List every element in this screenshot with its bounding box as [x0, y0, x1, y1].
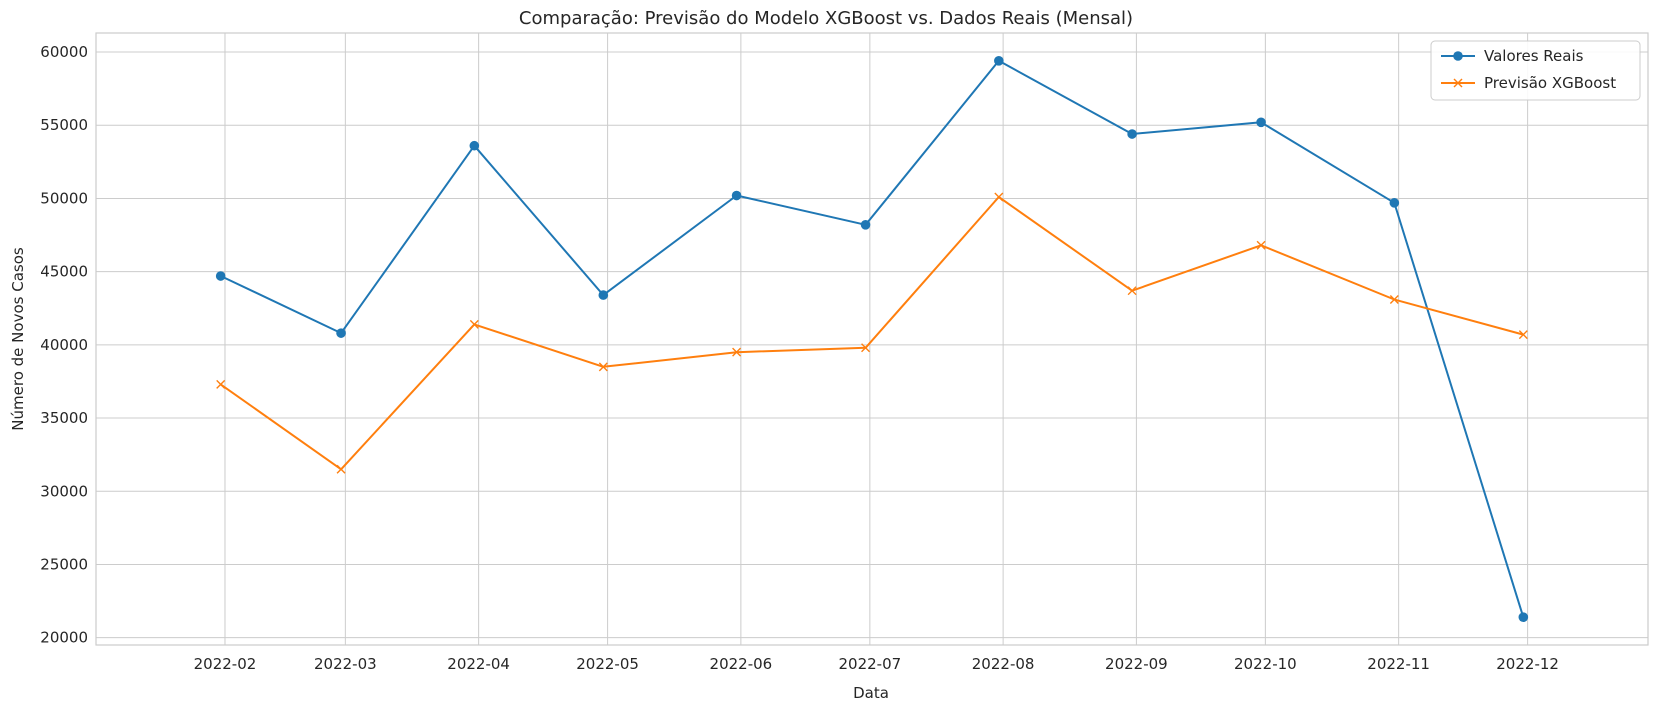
- data-point-previsao-xgboost: [1389, 294, 1399, 304]
- legend: Valores Reais Previsão XGBoost: [1430, 40, 1641, 101]
- data-point-previsao-xgboost: [598, 362, 608, 372]
- data-point-valores-reais: [1127, 129, 1137, 139]
- series-layer: [215, 56, 1529, 622]
- data-point-previsao-xgboost: [994, 192, 1004, 202]
- data-point-valores-reais: [1389, 198, 1400, 208]
- x-tick-label: 2022-12: [1496, 655, 1559, 673]
- x-tick-label: 2022-03: [314, 655, 377, 673]
- x-axis-label: Data: [853, 684, 889, 702]
- x-tick-label: 2022-05: [576, 655, 639, 673]
- data-point-valores-reais: [1518, 612, 1529, 622]
- legend-label-previsao-xgboost: Previsão XGBoost: [1484, 74, 1616, 92]
- x-tick-label: 2022-04: [447, 655, 510, 673]
- legend-marker-previsao-xgboost: [1453, 78, 1463, 88]
- legend-marker-valores-reais: [1453, 51, 1463, 61]
- x-tick-label: 2022-09: [1105, 655, 1168, 673]
- data-point-previsao-xgboost: [469, 319, 479, 329]
- data-point-valores-reais: [994, 56, 1004, 66]
- data-point-valores-reais: [598, 290, 609, 300]
- plot-frame: [95, 32, 1649, 646]
- x-tick-label: 2022-07: [839, 655, 902, 673]
- y-axis-ticks: 20000 25000 30000 35000 40000 45000 50000 55000…: [40, 43, 88, 647]
- y-tick-label: 25000: [40, 555, 88, 573]
- data-point-previsao-xgboost: [336, 464, 346, 474]
- data-point-valores-reais: [215, 271, 226, 281]
- y-tick-label: 35000: [40, 409, 88, 427]
- data-point-previsao-xgboost: [1256, 240, 1266, 250]
- legend-box: [1430, 40, 1641, 101]
- x-tick-label: 2022-10: [1234, 655, 1297, 673]
- legend-label-valores-reais: Valores Reais: [1484, 47, 1584, 65]
- y-tick-label: 55000: [40, 116, 88, 134]
- data-point-previsao-xgboost: [861, 343, 871, 353]
- y-tick-label: 30000: [40, 482, 88, 500]
- data-point-valores-reais: [860, 219, 871, 230]
- y-axis-label: Número de Novos Casos: [9, 247, 27, 431]
- y-tick-label: 20000: [40, 629, 88, 647]
- y-tick-label: 50000: [40, 189, 88, 207]
- data-point-valores-reais: [336, 328, 346, 338]
- y-tick-label: 45000: [40, 263, 88, 281]
- data-point-valores-reais: [1256, 117, 1266, 128]
- chart-title: Comparação: Previsão do Modelo XGBoost v…: [519, 8, 1133, 29]
- data-point-previsao-xgboost: [1518, 330, 1528, 340]
- x-tick-label: 2022-08: [972, 655, 1035, 673]
- x-tick-label: 2022-06: [710, 655, 773, 673]
- data-point-previsao-xgboost: [1127, 286, 1137, 296]
- data-point-valores-reais: [731, 190, 742, 201]
- y-tick-label: 40000: [40, 336, 88, 354]
- data-point-valores-reais: [469, 140, 480, 151]
- y-tick-label: 60000: [40, 43, 88, 61]
- grid-lines: [96, 33, 1648, 645]
- data-point-previsao-xgboost: [732, 347, 742, 357]
- x-axis-ticks: 2022-02 2022-03 2022-04 2022-05 2022-06 2022-…: [194, 655, 1559, 673]
- data-point-previsao-xgboost: [216, 379, 226, 389]
- x-tick-label: 2022-02: [194, 655, 257, 673]
- x-tick-label: 2022-11: [1367, 655, 1430, 673]
- series-line-valores-reais: [220, 59, 1525, 618]
- series-line-previsao-xgboost: [220, 196, 1524, 471]
